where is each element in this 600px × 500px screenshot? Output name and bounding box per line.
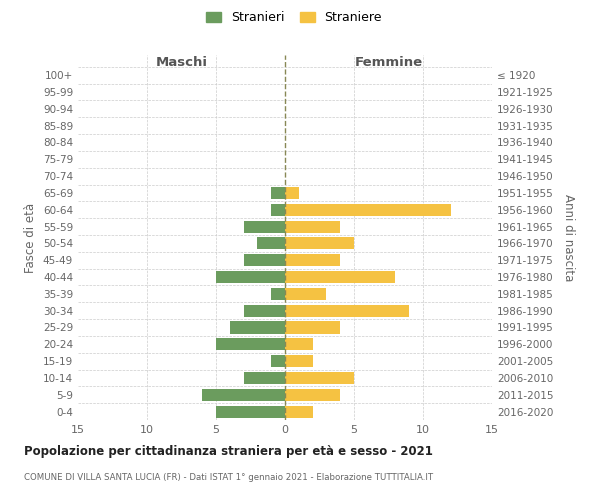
Text: Popolazione per cittadinanza straniera per età e sesso - 2021: Popolazione per cittadinanza straniera p…	[24, 445, 433, 458]
Bar	[244, 220, 285, 232]
Y-axis label: Fasce di età: Fasce di età	[25, 202, 37, 272]
Bar	[285, 304, 409, 316]
Text: Femmine: Femmine	[355, 56, 422, 69]
Y-axis label: Anni di nascita: Anni di nascita	[562, 194, 575, 281]
Bar	[285, 372, 354, 384]
Text: COMUNE DI VILLA SANTA LUCIA (FR) - Dati ISTAT 1° gennaio 2021 - Elaborazione TUT: COMUNE DI VILLA SANTA LUCIA (FR) - Dati …	[24, 472, 433, 482]
Text: Maschi: Maschi	[155, 56, 208, 69]
Bar	[285, 388, 340, 401]
Bar	[285, 271, 395, 283]
Bar	[271, 288, 285, 300]
Bar	[285, 238, 354, 250]
Bar	[230, 322, 285, 334]
Bar	[285, 355, 313, 367]
Bar	[216, 338, 285, 350]
Bar	[244, 372, 285, 384]
Bar	[285, 204, 451, 216]
Bar	[285, 338, 313, 350]
Bar	[271, 187, 285, 199]
Bar	[271, 204, 285, 216]
Bar	[285, 322, 340, 334]
Bar	[285, 220, 340, 232]
Bar	[257, 238, 285, 250]
Bar	[216, 271, 285, 283]
Bar	[202, 388, 285, 401]
Bar	[285, 288, 326, 300]
Bar	[244, 254, 285, 266]
Bar	[244, 304, 285, 316]
Bar	[285, 406, 313, 417]
Bar	[285, 187, 299, 199]
Bar	[285, 254, 340, 266]
Legend: Stranieri, Straniere: Stranieri, Straniere	[201, 6, 387, 29]
Bar	[216, 406, 285, 417]
Bar	[271, 355, 285, 367]
